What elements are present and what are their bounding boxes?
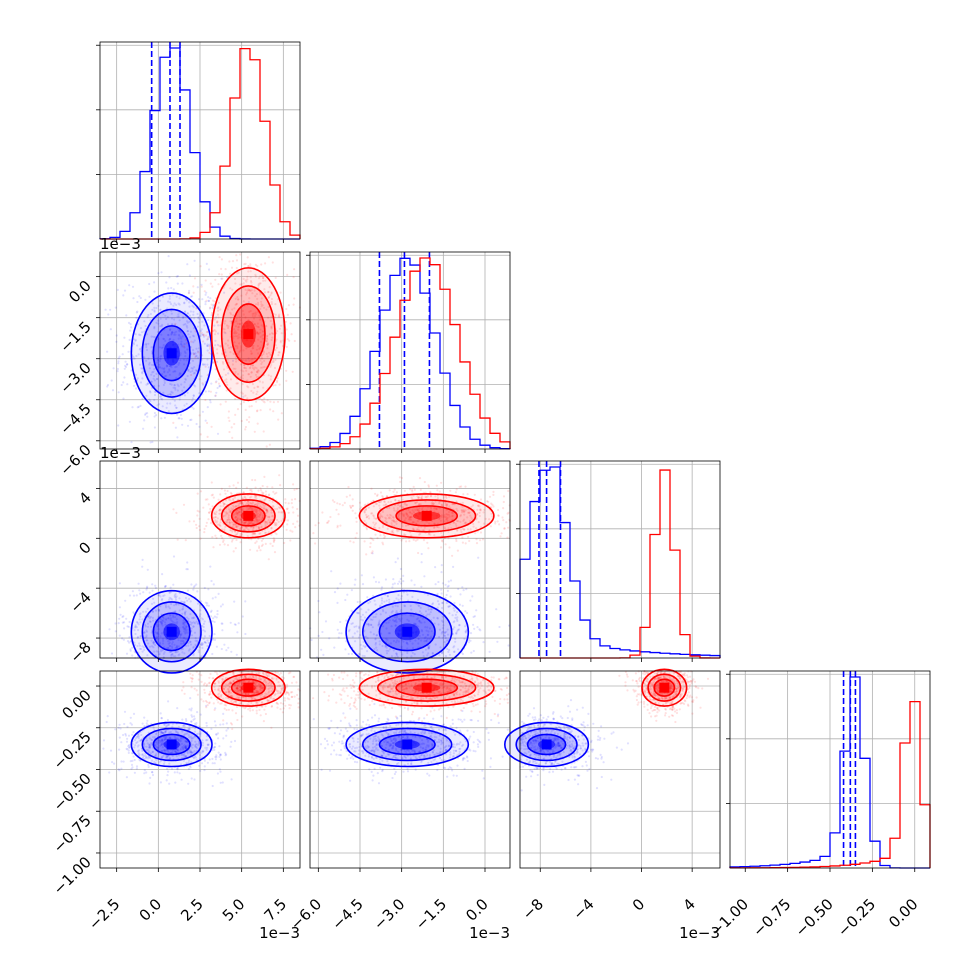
- x-tick-1-1: −4.5: [328, 895, 366, 933]
- y-tick-3-0: −1.00: [50, 853, 95, 898]
- y-tick-1-2: −3.0: [56, 359, 94, 397]
- x-tick-1-3: −1.5: [412, 895, 450, 933]
- x-tick-3-3: −0.25: [834, 895, 879, 940]
- density-peak-1: [243, 682, 254, 693]
- y-tick-3-3: −0.25: [50, 728, 95, 773]
- y-tick-2-3: 4: [75, 489, 94, 508]
- hist-2: [519, 461, 721, 659]
- scatter-2-0: [108, 474, 301, 674]
- scatter-3-0: [102, 668, 301, 788]
- density-peak-0: [166, 626, 177, 637]
- x-tick-3-4: 0.00: [885, 895, 921, 931]
- x-tick-3-1: −0.75: [749, 895, 794, 940]
- x-offset-2: 1e−3: [679, 924, 720, 942]
- y-offset-2: 1e−3: [100, 444, 141, 462]
- x-tick-0-3: 5.0: [219, 895, 249, 925]
- scatter-3-2: [504, 668, 710, 792]
- grid-3-2: [520, 671, 720, 868]
- density-peak-1: [243, 329, 254, 340]
- y-tick-3-1: −0.75: [50, 811, 95, 856]
- y-tick-1-4: 0.0: [65, 277, 95, 307]
- y-tick-2-2: 0: [75, 538, 94, 557]
- x-tick-2-3: 4: [680, 895, 699, 914]
- x-tick-0-1: 0.0: [136, 895, 166, 925]
- grid-2-2: [520, 461, 720, 658]
- density-peak-1: [659, 682, 670, 693]
- x-tick-1-2: −3.0: [370, 895, 408, 933]
- y-tick-3-2: −0.50: [50, 770, 95, 815]
- scatter-2-1: [309, 476, 511, 674]
- grid-3-0: [100, 671, 300, 868]
- y-offset-1: 1e−3: [100, 235, 141, 253]
- hist-series-1: [309, 257, 511, 450]
- x-tick-2-0: −8: [519, 895, 547, 923]
- density-peak-0: [402, 739, 413, 750]
- panel-3-2: [519, 670, 721, 869]
- x-tick-0-2: 2.5: [177, 895, 207, 925]
- y-tick-1-3: −1.5: [56, 318, 94, 356]
- density-peak-1: [421, 510, 432, 521]
- density-peak-0: [166, 739, 177, 750]
- y-tick-2-1: −4: [66, 588, 94, 616]
- x-tick-2-2: 0: [629, 895, 648, 914]
- grid-3-3: [730, 671, 930, 868]
- x-tick-1-0: −6.0: [287, 895, 325, 933]
- panel-1-1: [309, 251, 511, 450]
- scatter-1-0: [104, 253, 301, 448]
- panel-2-2: [519, 460, 721, 659]
- hist-series-0: [519, 466, 721, 658]
- hist-series-1: [520, 469, 721, 659]
- y-tick-1-1: −4.5: [56, 400, 94, 438]
- x-offset-1: 1e−3: [469, 924, 510, 942]
- panel-3-1: [309, 670, 511, 869]
- density-peak-1: [243, 510, 254, 521]
- hist-series-0: [729, 676, 930, 869]
- panel-2-1: [309, 460, 511, 659]
- density-peak-0: [402, 626, 413, 637]
- hist-1: [309, 252, 511, 450]
- x-offset-0: 1e−3: [259, 924, 300, 942]
- x-tick-0-4: 7.5: [261, 895, 291, 925]
- scatter-3-1: [312, 668, 510, 785]
- y-tick-1-0: −6.0: [56, 441, 94, 479]
- y-tick-2-0: −8: [66, 638, 94, 666]
- x-tick-2-1: −4: [569, 895, 597, 923]
- hist-series-0: [309, 257, 511, 450]
- x-tick-3-2: −0.50: [792, 895, 837, 940]
- x-tick-3-0: −1.00: [707, 895, 752, 940]
- x-tick-1-4: 0.0: [462, 895, 492, 925]
- x-tick-0-0: −2.5: [85, 895, 123, 933]
- density-peak-1: [421, 682, 432, 693]
- density-peak-0: [541, 739, 552, 750]
- density-peak-0: [166, 348, 177, 359]
- y-tick-3-4: 0.00: [58, 686, 94, 722]
